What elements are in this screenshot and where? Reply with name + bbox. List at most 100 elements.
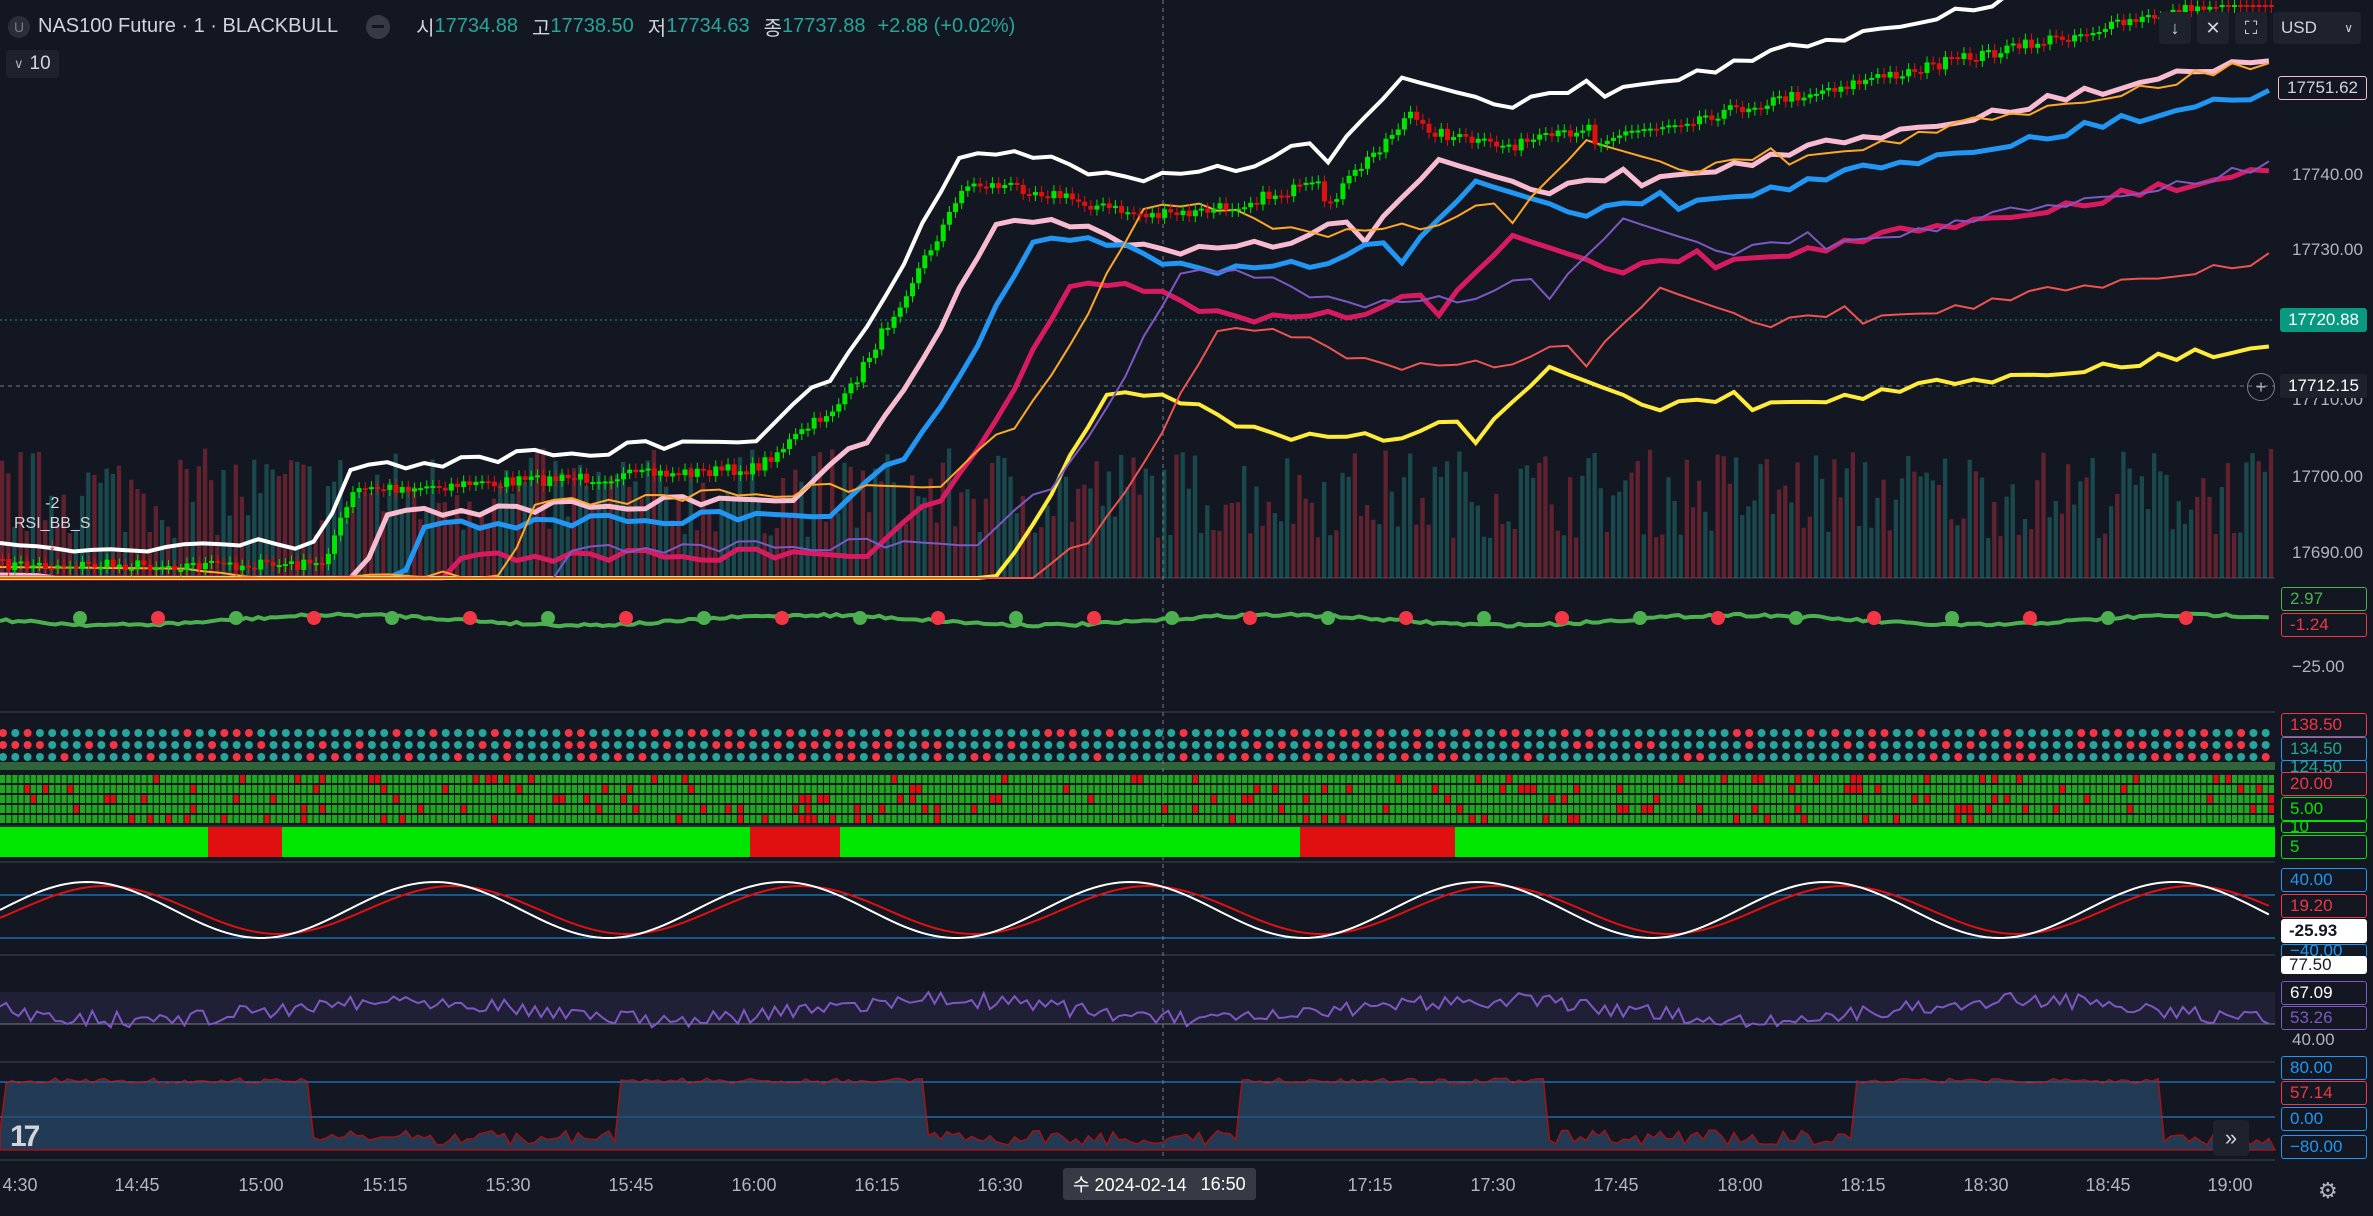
volume-bar: [1432, 466, 1437, 578]
grid-cell: [67, 795, 73, 803]
grid-cell: [1647, 775, 1653, 783]
candle-body: [854, 382, 860, 385]
volume-bar: [2035, 480, 2040, 578]
grid-cell: [996, 815, 1002, 823]
grid-cell: [135, 785, 141, 793]
grid-cell: [1893, 795, 1899, 803]
dot-marker: [2249, 741, 2258, 749]
grid-cell: [1444, 775, 1451, 783]
grid-cell: [1475, 795, 1481, 803]
wave-label: 40.00: [2281, 868, 2367, 892]
dot-marker: [2163, 729, 2172, 737]
dot-marker: [1929, 741, 1938, 749]
dot-marker: [1204, 729, 1213, 737]
dot-marker: [490, 741, 499, 749]
fullscreen-icon[interactable]: ⛶: [2235, 12, 2267, 44]
grid-cell: [1561, 775, 1567, 783]
grid-cell: [1813, 815, 1819, 823]
dot-marker: [1966, 741, 1975, 749]
dot-marker: [60, 753, 69, 761]
grid-cell: [2108, 775, 2115, 783]
dot-marker: [1216, 741, 1225, 749]
grid-cell: [1838, 785, 1844, 793]
grid-cell: [1365, 795, 1371, 803]
dot-marker: [72, 729, 81, 737]
volume-bar: [866, 512, 872, 578]
dot-marker: [1536, 741, 1545, 749]
grid-cell: [1795, 775, 1801, 783]
grid-cell: [98, 785, 104, 793]
dot-marker: [1855, 741, 1864, 749]
grid-cell: [2219, 805, 2225, 813]
grid-cell: [922, 805, 928, 813]
grid-cell: [2121, 775, 2127, 783]
dot-marker: [1031, 741, 1040, 749]
grid-cell: [1248, 805, 1254, 813]
grid-cell: [1979, 775, 1986, 783]
grid-cell: [1088, 775, 1094, 783]
grid-cell: [264, 815, 270, 823]
grid-cell: [1869, 815, 1875, 823]
grid-cell: [1992, 785, 1998, 793]
volume-bar: [842, 462, 847, 578]
symbol-title[interactable]: NAS100 Future · 1 · BLACKBULL: [38, 15, 339, 37]
grid-cell: [965, 785, 971, 793]
grid-cell: [983, 775, 989, 783]
close-icon[interactable]: ✕: [2197, 12, 2229, 44]
candle-body: [1223, 203, 1229, 211]
dot-marker: [1425, 729, 1434, 737]
volume-bar: [1672, 500, 1677, 578]
grid-cell: [172, 805, 178, 813]
grid-cell: [934, 815, 940, 823]
grid-cell: [30, 805, 36, 813]
dot-marker: [1253, 729, 1262, 737]
grid-cell: [1346, 785, 1352, 793]
add-alert-icon[interactable]: +: [2247, 373, 2275, 401]
currency-select[interactable]: USD ∨: [2273, 12, 2361, 44]
volume-bar: [2244, 462, 2249, 578]
candle-body: [1192, 210, 1198, 217]
collapse-legend-icon[interactable]: [366, 14, 391, 39]
grid-cell: [959, 815, 965, 823]
grid-cell: [1303, 785, 1309, 793]
candle-body: [1758, 107, 1764, 110]
volume-bar: [2182, 523, 2188, 578]
grid-cell: [1057, 815, 1063, 823]
dot-marker: [1941, 729, 1950, 737]
current-price-label[interactable]: 17720.88: [2280, 308, 2367, 332]
tradingview-logo[interactable]: 17: [10, 1120, 40, 1153]
dot-marker: [2052, 753, 2061, 761]
arrow-down-icon[interactable]: ↓: [2159, 12, 2191, 44]
grid-cell: [1143, 795, 1149, 803]
dot-marker: [884, 729, 893, 737]
grid-cell: [411, 805, 418, 813]
candle-body: [1106, 203, 1112, 208]
grid-cell: [1082, 795, 1088, 803]
grid-cell: [1198, 785, 1205, 793]
grid-cell: [670, 775, 676, 783]
grid-cell: [411, 785, 418, 793]
gear-icon[interactable]: ⚙: [2318, 1178, 2338, 1203]
grid-cell: [1850, 795, 1856, 803]
grid-cell: [830, 775, 836, 783]
dot-marker: [540, 753, 549, 761]
interval-toggle[interactable]: ∨ 10: [6, 50, 59, 78]
grid-cell: [1832, 815, 1838, 823]
grid-cell: [2268, 815, 2274, 823]
grid-cell: [1487, 785, 1494, 793]
symbol-logo-icon[interactable]: U: [8, 15, 30, 38]
grid-cell: [2084, 775, 2090, 783]
dot-marker: [576, 753, 585, 761]
grid-cell: [1039, 795, 1045, 803]
grid-cell: [922, 775, 928, 783]
volume-bar: [1918, 476, 1923, 578]
grid-cell: [983, 815, 989, 823]
grid-cell: [1629, 775, 1635, 783]
scroll-to-realtime-icon[interactable]: »: [2213, 1120, 2249, 1156]
grid-cell: [1143, 785, 1149, 793]
time-tick: 15:30: [485, 1175, 531, 1195]
grid-cell: [147, 805, 153, 813]
grid-cell: [1426, 785, 1432, 793]
dot-marker: [1597, 753, 1606, 761]
